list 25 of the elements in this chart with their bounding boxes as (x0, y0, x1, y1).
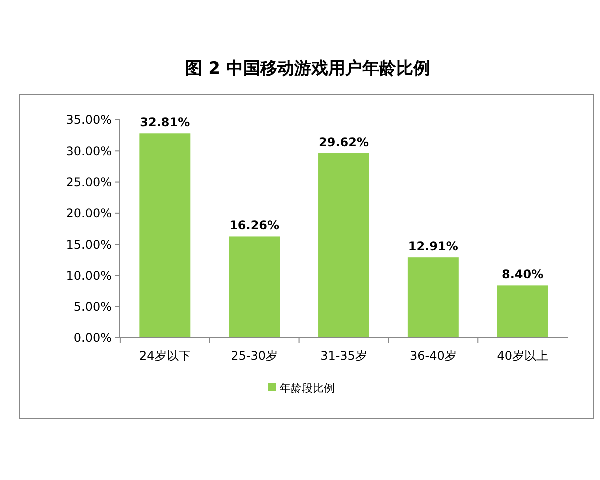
y-tick-label: 35.00% (66, 113, 112, 128)
y-tick-label: 0.00% (74, 331, 112, 346)
x-tick-label: 31-35岁 (320, 349, 368, 363)
bar (318, 154, 370, 338)
legend-label: 年龄段比例 (280, 382, 335, 395)
x-tick-label: 25-30岁 (231, 349, 278, 363)
bar (140, 134, 191, 338)
bar (408, 258, 459, 338)
y-tick-label: 25.00% (66, 175, 112, 190)
data-label: 12.91% (408, 240, 458, 254)
y-tick-label: 10.00% (66, 268, 112, 283)
data-label: 29.62% (319, 136, 369, 150)
bar (229, 236, 280, 338)
x-tick-label: 36-40岁 (410, 349, 457, 363)
chart-title: 图 2 中国移动游戏用户年龄比例 (186, 59, 430, 79)
bar (497, 286, 548, 338)
y-tick-label: 30.00% (66, 144, 112, 158)
data-label: 8.40% (502, 268, 544, 282)
data-label: 16.26% (230, 218, 280, 233)
y-tick-label: 20.00% (66, 206, 112, 221)
y-tick-label: 5.00% (74, 300, 112, 314)
y-tick-label: 15.00% (66, 238, 112, 252)
x-tick-label: 40岁以上 (497, 349, 548, 363)
x-tick-label: 24岁以下 (140, 349, 191, 363)
data-label: 32.81% (140, 116, 190, 130)
